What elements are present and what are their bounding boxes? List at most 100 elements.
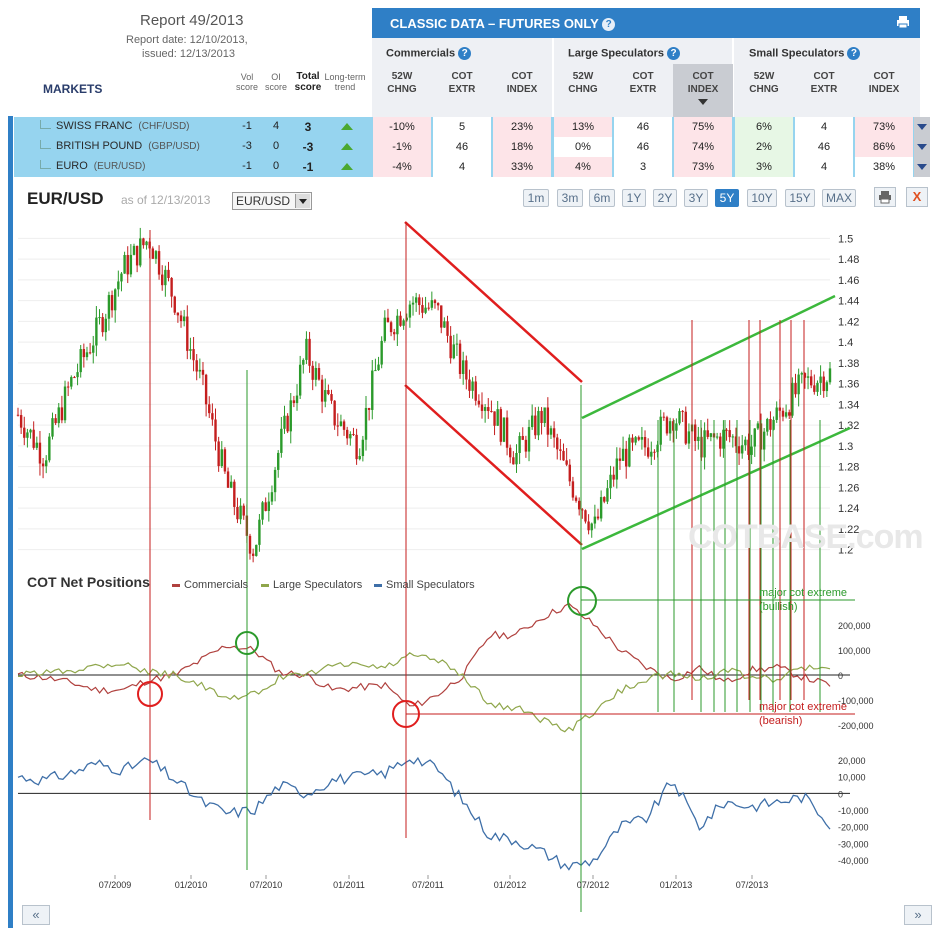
col-header-comm-index[interactable]: COT INDEX xyxy=(493,70,551,96)
cot-cell: 4 xyxy=(795,117,853,137)
cot-cell: 23% xyxy=(493,117,551,137)
market-name[interactable]: EURO (EUR/USD) xyxy=(40,160,145,172)
commercials-label: Commercials ? xyxy=(386,47,472,60)
print-icon[interactable] xyxy=(896,15,910,29)
price-candle xyxy=(653,451,656,453)
range-button-2y[interactable]: 2Y xyxy=(653,189,677,207)
price-candle xyxy=(534,415,537,436)
price-candle xyxy=(113,289,117,311)
price-candle xyxy=(788,412,791,416)
price-candle xyxy=(342,421,346,430)
signal-lines xyxy=(149,222,855,912)
cot-cell: 4 xyxy=(433,157,491,177)
price-candle xyxy=(458,343,462,374)
col-header-large-52w[interactable]: 52W CHNG xyxy=(554,70,612,96)
market-name-text: SWISS FRANC xyxy=(56,120,133,132)
price-candle xyxy=(408,304,412,318)
help-icon[interactable]: ? xyxy=(847,47,861,60)
help-icon[interactable]: ? xyxy=(458,47,472,60)
range-button-3m[interactable]: 3m xyxy=(557,189,583,207)
cot-tick-label: -200,000 xyxy=(838,721,874,731)
cot-cell: 38% xyxy=(855,157,913,177)
price-candle xyxy=(471,381,474,391)
price-candle xyxy=(135,245,139,266)
print-chart-button[interactable] xyxy=(874,187,896,207)
expand-row-button[interactable] xyxy=(914,117,930,137)
price-candle xyxy=(145,241,148,246)
price-candle xyxy=(621,448,625,461)
price-candle xyxy=(662,416,666,418)
market-symbol: (GBP/USD) xyxy=(148,141,200,152)
close-chart-button[interactable]: X xyxy=(906,187,928,207)
next-button[interactable]: » xyxy=(904,905,932,925)
chevron-down-icon[interactable] xyxy=(295,194,310,208)
market-name[interactable]: BRITISH POUND (GBP/USD) xyxy=(40,140,200,152)
col-header-text: 52W xyxy=(391,71,413,82)
price-candle xyxy=(741,445,744,454)
price-candle xyxy=(634,437,637,443)
market-row[interactable]: BRITISH POUND (GBP/USD) -3 0 -3 -1% 46 18% 0% 46 7… xyxy=(14,137,930,157)
price-candle xyxy=(41,463,45,467)
col-header-small-52w[interactable]: 52W CHNG xyxy=(735,70,793,96)
market-row[interactable]: EURO (EUR/USD) -1 0 -1 -4% 4 33% 4% 3 73% 3% 4 38% xyxy=(14,157,930,177)
col-header-comm-extr[interactable]: COT EXTR xyxy=(433,70,491,96)
price-candle xyxy=(255,544,258,556)
expand-row-button[interactable] xyxy=(914,137,930,157)
pair-select[interactable]: EUR/USD xyxy=(232,192,312,210)
price-candle xyxy=(418,297,421,306)
price-candle xyxy=(60,407,64,421)
price-candle xyxy=(483,407,487,411)
price-candle xyxy=(521,436,524,440)
range-button-15y[interactable]: 15Y xyxy=(785,189,815,207)
price-candle xyxy=(280,428,283,453)
cot-tick-label: 200,000 xyxy=(838,621,871,631)
market-name[interactable]: SWISS FRANC (CHF/USD) xyxy=(40,120,190,132)
range-button-10y[interactable]: 10Y xyxy=(747,189,777,207)
price-candle xyxy=(198,369,202,372)
help-icon[interactable]: ? xyxy=(602,18,616,32)
range-button-6m[interactable]: 6m xyxy=(589,189,615,207)
expand-row-button[interactable] xyxy=(914,157,930,177)
small-tick-label: -10,000 xyxy=(838,806,869,816)
col-header-large-index[interactable]: COT INDEX xyxy=(674,70,732,105)
price-candle xyxy=(637,437,640,440)
small-tick-label: 0 xyxy=(838,789,843,799)
range-button-3y[interactable]: 3Y xyxy=(684,189,708,207)
prev-button[interactable]: « xyxy=(22,905,50,925)
help-icon[interactable]: ? xyxy=(667,47,681,60)
legend-large-speculators: Large Speculators xyxy=(261,579,362,591)
price-candle xyxy=(364,407,368,440)
price-candle xyxy=(117,281,120,290)
range-button-5y[interactable]: 5Y xyxy=(715,189,739,207)
price-candle xyxy=(374,370,377,372)
arrow-up-icon xyxy=(341,143,353,150)
col-header-comm-52w[interactable]: 52W CHNG xyxy=(373,70,431,96)
price-candle xyxy=(85,352,89,358)
price-candle xyxy=(214,419,217,442)
price-candle xyxy=(92,345,95,353)
chevron-down-icon xyxy=(917,124,927,130)
col-header-small-index[interactable]: COT INDEX xyxy=(855,70,913,96)
range-button-1m[interactable]: 1m xyxy=(523,189,549,207)
price-candle xyxy=(643,437,647,448)
range-button-max[interactable]: MAX xyxy=(822,189,856,207)
cot-cell: 46 xyxy=(433,137,491,157)
price-candle xyxy=(70,377,73,387)
col-header-large-extr[interactable]: COT EXTR xyxy=(614,70,672,96)
price-candle xyxy=(756,423,760,429)
uptrend-upper-line xyxy=(581,294,836,420)
x-tick-label: 01/2012 xyxy=(494,880,527,890)
market-row[interactable]: SWISS FRANC (CHF/USD) -1 4 3 -10% 5 23% 13% 46 75%… xyxy=(14,117,930,137)
price-candle xyxy=(345,429,349,439)
price-candle xyxy=(95,317,98,346)
price-series xyxy=(16,227,832,563)
price-y-axis: 1.2 1.22 1.24 1.26 1.28 1.3 1.32 1.34 1.36 1.38 1.… xyxy=(838,233,859,556)
price-candle xyxy=(640,437,644,440)
report-issued: issued: 12/13/2013 xyxy=(142,48,235,60)
price-candle xyxy=(816,382,819,392)
price-candle xyxy=(518,436,521,453)
cot-cell: -10% xyxy=(373,117,431,137)
col-header-small-extr[interactable]: COT EXTR xyxy=(795,70,853,96)
range-button-1y[interactable]: 1Y xyxy=(622,189,646,207)
price-candle xyxy=(157,251,161,275)
